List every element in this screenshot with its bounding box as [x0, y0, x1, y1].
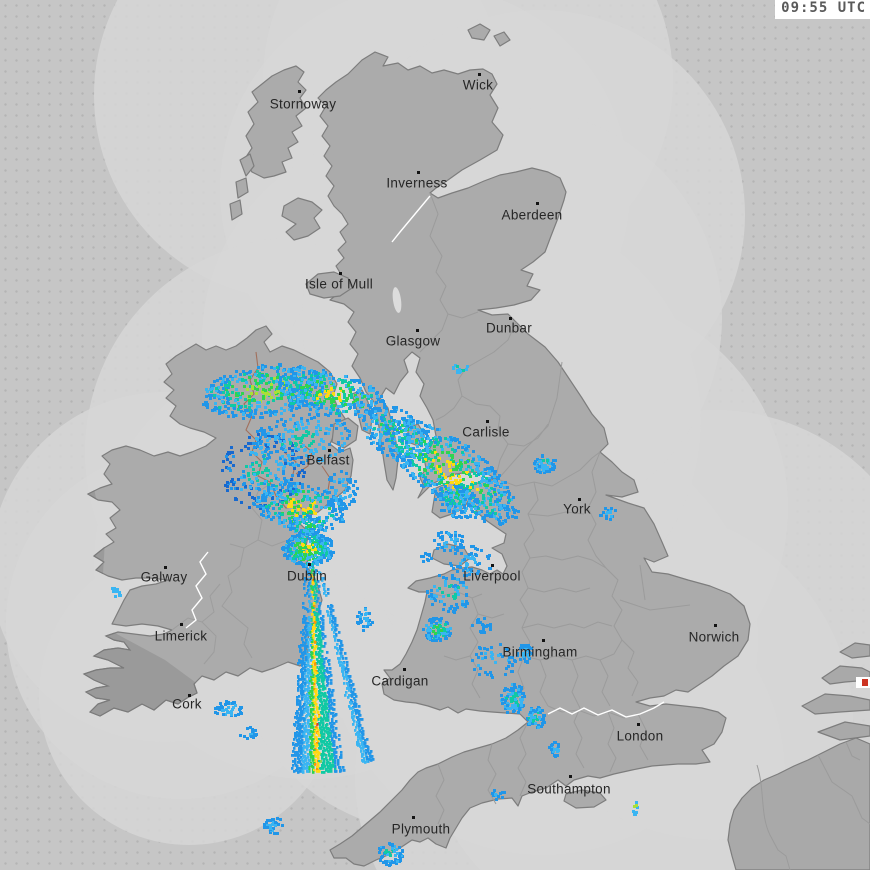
city-marker-dot-isle-of-mull: [339, 272, 342, 275]
ireland-county-borders: [171, 483, 307, 665]
city-marker-dot-birmingham: [542, 639, 545, 642]
city-marker-dot-london: [637, 723, 640, 726]
city-marker-dot-cardigan: [403, 668, 406, 671]
city-label-norwich: Norwich: [688, 629, 740, 645]
city-marker-dot-glasgow: [416, 329, 419, 332]
city-marker-dot-galway: [164, 566, 167, 569]
city-label-limerick: Limerick: [154, 628, 208, 644]
city-label-wick: Wick: [462, 77, 494, 93]
city-label-london: London: [616, 728, 664, 744]
landmass-continent: [727, 642, 870, 870]
city-marker-dot-dublin: [308, 563, 311, 566]
city-marker-dot-york: [578, 498, 581, 501]
city-marker-dot-stornoway: [298, 90, 301, 93]
city-label-dublin: Dublin: [286, 568, 328, 584]
city-label-birmingham: Birmingham: [502, 644, 578, 660]
edge-marker-icon: [856, 677, 870, 688]
city-marker-dot-limerick: [180, 623, 183, 626]
city-label-cork: Cork: [172, 696, 202, 712]
city-label-glasgow: Glasgow: [385, 333, 441, 349]
city-label-plymouth: Plymouth: [391, 821, 451, 837]
city-label-dunbar: Dunbar: [485, 320, 533, 336]
city-label-belfast: Belfast: [306, 452, 350, 468]
city-marker-dot-liverpool: [491, 564, 494, 567]
city-marker-dot-dunbar: [509, 317, 512, 320]
city-marker-dot-cork: [188, 694, 191, 697]
city-label-york: York: [563, 501, 591, 517]
city-marker-dot-belfast: [328, 449, 331, 452]
city-marker-dot-carlisle: [486, 420, 489, 423]
city-label-carlisle: Carlisle: [462, 424, 510, 440]
city-marker-dot-norwich: [714, 624, 717, 627]
city-label-stornoway: Stornoway: [269, 96, 337, 112]
city-label-liverpool: Liverpool: [463, 568, 521, 584]
gb-county-borders: [419, 192, 691, 825]
city-label-isle-of-mull: Isle of Mull: [304, 276, 374, 292]
city-label-inverness: Inverness: [386, 175, 448, 191]
continent-borders: [756, 741, 870, 870]
city-label-galway: Galway: [140, 569, 188, 585]
city-label-cardigan: Cardigan: [371, 673, 429, 689]
clock-label: 09:55 UTC: [775, 0, 870, 19]
city-marker-dot-wick: [478, 73, 481, 76]
city-marker-dot-southampton: [569, 775, 572, 778]
landmass-great-britain: [229, 23, 751, 867]
city-label-aberdeen: Aberdeen: [501, 207, 563, 223]
city-marker-dot-aberdeen: [536, 202, 539, 205]
loch-lomond: [392, 287, 402, 313]
city-marker-dot-plymouth: [412, 816, 415, 819]
city-label-southampton: Southampton: [527, 781, 611, 797]
rivers: [185, 195, 665, 718]
city-marker-dot-inverness: [417, 171, 420, 174]
